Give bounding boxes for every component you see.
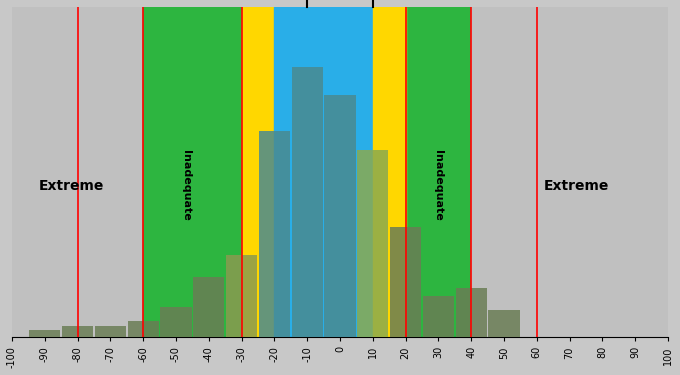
Bar: [405, 7, 471, 337]
Text: Extreme: Extreme: [38, 179, 103, 193]
Bar: [275, 7, 373, 337]
Bar: [423, 296, 454, 337]
Bar: [29, 330, 61, 337]
Bar: [62, 326, 93, 337]
Bar: [357, 150, 388, 337]
Bar: [160, 307, 192, 337]
Bar: [241, 7, 275, 337]
Bar: [373, 7, 405, 337]
Bar: [488, 310, 520, 337]
Text: Extreme: Extreme: [543, 179, 609, 193]
Bar: [259, 131, 290, 337]
Bar: [292, 68, 323, 337]
Bar: [324, 95, 356, 337]
Bar: [390, 227, 421, 337]
Bar: [128, 321, 158, 337]
Text: Inadequate: Inadequate: [433, 150, 443, 221]
Text: Inadequate: Inadequate: [181, 150, 191, 221]
Bar: [471, 7, 668, 337]
Bar: [456, 288, 487, 337]
Bar: [143, 7, 241, 337]
Bar: [95, 326, 126, 337]
Bar: [193, 277, 224, 337]
Bar: [12, 7, 143, 337]
Bar: [226, 255, 257, 337]
